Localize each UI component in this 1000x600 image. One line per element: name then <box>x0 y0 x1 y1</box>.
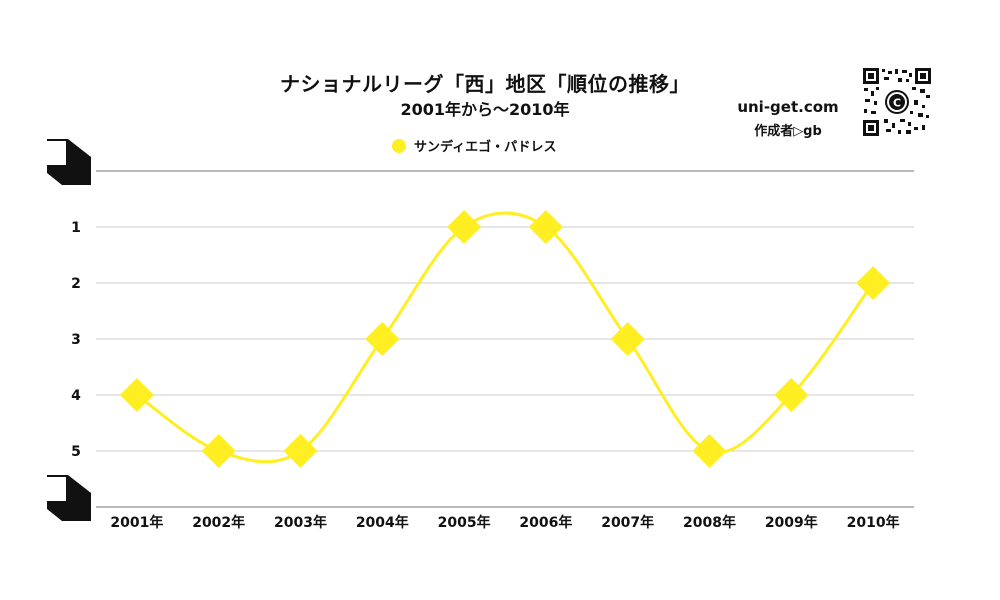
y-axis-ticks: 1 2 3 4 5 <box>71 220 81 460</box>
brand-author: 作成者▷gb <box>754 124 822 139</box>
x-tick-label: 2008年 <box>683 514 736 531</box>
y-tick-label: 5 <box>71 444 81 460</box>
legend-swatch-icon <box>392 138 406 153</box>
brand: uni-get.com 作成者▷gb <box>728 98 848 139</box>
data-point-marker <box>774 378 809 412</box>
x-tick-label: 2004年 <box>356 514 409 531</box>
data-point-marker <box>692 434 727 468</box>
data-point-marker <box>856 266 891 300</box>
x-tick-label: 2002年 <box>192 514 245 531</box>
x-tick-label: 2006年 <box>519 514 572 531</box>
series-line <box>136 211 875 464</box>
data-point-marker <box>610 322 645 356</box>
x-tick-label: 2003年 <box>274 514 327 531</box>
data-point-marker <box>201 434 236 468</box>
brand-site: uni-get.com <box>737 98 839 116</box>
x-tick-label: 2005年 <box>438 514 491 531</box>
x-tick-label: 2001年 <box>110 514 163 531</box>
y-tick-label: 4 <box>71 388 81 404</box>
chart-subtitle: 2001年から〜2010年 <box>400 100 570 119</box>
legend-label: サンディエゴ・パドレス <box>414 140 557 155</box>
x-tick-label: 2009年 <box>765 514 818 531</box>
axis-break-bottom-icon <box>47 475 91 521</box>
axis-break-decoration <box>47 139 91 521</box>
series-layer <box>119 210 891 468</box>
data-point-marker <box>365 322 400 356</box>
y-tick-label: 1 <box>71 220 81 236</box>
axis-break-top-icon <box>47 139 91 185</box>
data-point-marker <box>119 378 154 412</box>
y-tick-label: 3 <box>71 332 81 348</box>
x-tick-label: 2010年 <box>847 514 900 531</box>
chart-title: ナショナルリーグ「西」地区「順位の推移」 <box>280 72 690 96</box>
qr-code-icon: C <box>862 67 932 137</box>
qr-center-letter: C <box>893 97 901 110</box>
x-axis-ticks: 2001年 2002年 2003年 2004年 2005年 2006年 2007年 2008年… <box>110 514 899 531</box>
data-point-marker <box>283 434 318 468</box>
y-tick-label: 2 <box>71 276 81 292</box>
x-tick-label: 2007年 <box>601 514 654 531</box>
legend: サンディエゴ・パドレス <box>392 136 556 155</box>
data-point-marker <box>447 210 482 244</box>
data-point-marker <box>528 210 563 244</box>
grid-lines <box>96 170 914 508</box>
